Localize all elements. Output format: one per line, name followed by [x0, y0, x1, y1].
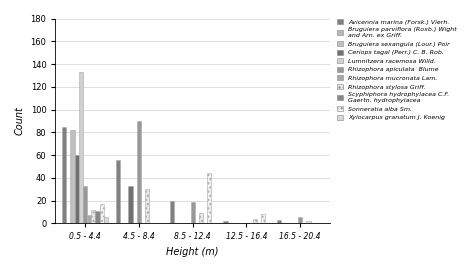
Bar: [116, 160, 120, 223]
Bar: [87, 215, 91, 223]
Bar: [199, 213, 203, 223]
Y-axis label: Count: Count: [15, 107, 25, 135]
Bar: [83, 186, 87, 223]
Bar: [71, 130, 74, 223]
Bar: [277, 220, 282, 223]
Bar: [95, 211, 100, 223]
Bar: [137, 121, 141, 223]
Bar: [261, 214, 265, 223]
Bar: [207, 173, 211, 223]
Bar: [170, 201, 174, 223]
Bar: [62, 127, 66, 223]
Bar: [191, 202, 195, 223]
X-axis label: Height (m): Height (m): [166, 247, 219, 257]
Bar: [100, 204, 104, 223]
Bar: [104, 217, 108, 223]
Bar: [128, 186, 133, 223]
Bar: [306, 221, 310, 223]
Legend: Avicennia marina (Forsk.) Vierh., Bruguiera parviflora (Roxb.) Wight
and Arn. ex: Avicennia marina (Forsk.) Vierh., Brugui…: [336, 17, 458, 122]
Bar: [91, 210, 95, 223]
Bar: [298, 217, 302, 223]
Bar: [145, 189, 149, 223]
Bar: [79, 72, 83, 223]
Bar: [253, 219, 257, 223]
Bar: [74, 155, 79, 223]
Bar: [224, 221, 228, 223]
